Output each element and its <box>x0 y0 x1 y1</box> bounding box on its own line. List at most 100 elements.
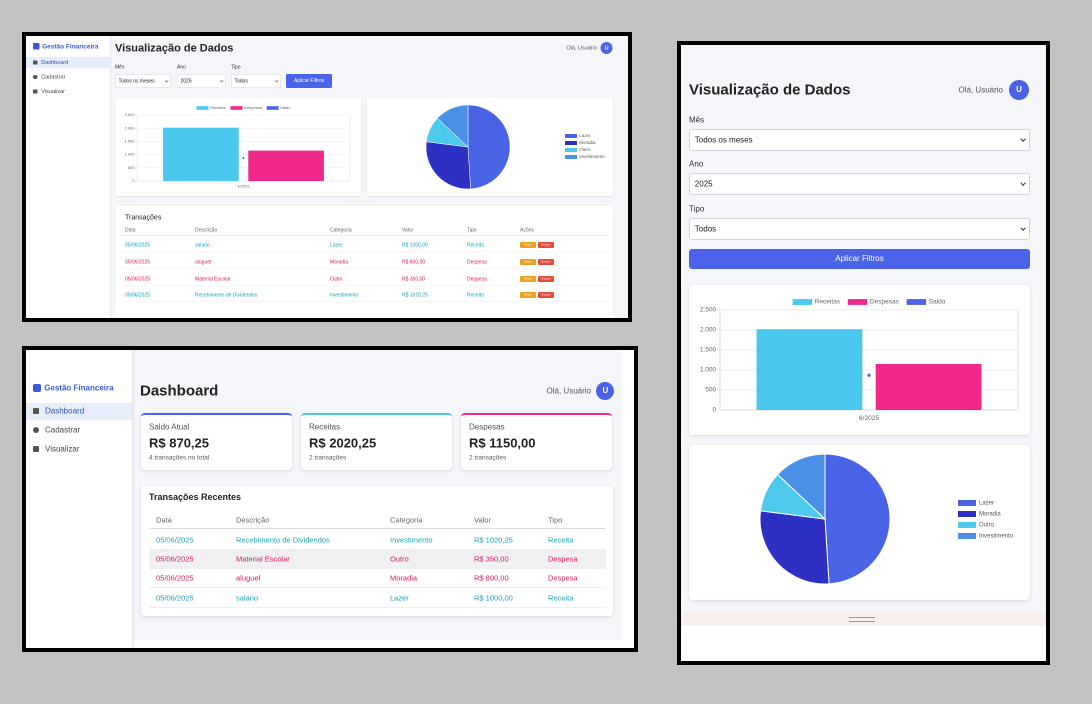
pie-slice <box>776 453 826 521</box>
apply-button[interactable]: Aplicar Filtros <box>689 249 1030 269</box>
avatar[interactable]: U <box>600 42 613 54</box>
nav-active-bg <box>26 402 132 420</box>
table-cell: 05/06/2025 <box>125 259 151 265</box>
y-tick-label: 2.500 <box>125 112 136 117</box>
select-arrow <box>274 78 279 83</box>
table-cell: 05/06/2025 <box>156 593 194 603</box>
card: Transações Data Descrição Categoria Valor Tip… <box>115 206 613 318</box>
table-cell: R$ 1020,25 <box>402 292 428 298</box>
pie-slice <box>759 510 830 585</box>
table-cell: Investimento <box>330 292 359 298</box>
table-cell: 05/06/2025 <box>125 292 151 298</box>
card: Lazer Moradia Outro Investimento <box>367 98 613 196</box>
column-header: Data <box>125 227 136 233</box>
table-cell: Despesa <box>548 554 578 564</box>
sidebar <box>26 350 133 648</box>
resize-handle <box>849 617 875 622</box>
sidebar <box>26 36 111 318</box>
filter-label: Tipo <box>689 204 705 214</box>
nav-item[interactable]: Visualizar <box>45 444 80 454</box>
card: 0 500 1.000 1.500 2.000 2.500 6/2025 Receitas De… <box>689 285 1030 435</box>
row-divider <box>148 607 606 609</box>
nav-item[interactable]: Cadastrar <box>45 425 81 435</box>
section-title: Transações <box>125 213 162 221</box>
card-note: 2 transações <box>309 454 347 462</box>
card: Despesas R$ 1150,00 2 transações <box>461 413 612 470</box>
action-button[interactable]: Excluir <box>538 292 554 298</box>
action-button[interactable]: Editar <box>520 276 536 282</box>
table-cell: R$ 1000,00 <box>474 593 513 603</box>
legend-label: Outro <box>979 523 995 529</box>
chart: 0 500 1.000 1.500 2.000 2.500 6/2025 Receitas De… <box>700 299 1019 422</box>
y-tick-label: 1.000 <box>125 152 136 157</box>
y-tick-label: 500 <box>128 165 135 170</box>
column-header: Ações <box>520 227 534 233</box>
bar <box>756 329 863 410</box>
nav-item[interactable]: Dashboard <box>45 406 85 416</box>
action-button[interactable]: Excluir <box>538 242 554 248</box>
table-cell: Lazer <box>330 242 343 248</box>
card: Lazer Moradia Outro Investimento <box>689 445 1030 600</box>
select[interactable]: Todos <box>231 74 281 88</box>
legend-swatch <box>958 533 976 539</box>
legend-label: Saldo <box>929 299 946 306</box>
legend-swatch <box>958 522 976 528</box>
greeting: Olá, Usuário <box>546 386 591 396</box>
y-tick-label: 2.000 <box>700 327 717 334</box>
card: Receitas R$ 2020,25 2 transações <box>301 413 452 470</box>
chart: Lazer Moradia Outro Investimento <box>759 453 1014 585</box>
legend-label: Moradia <box>979 512 1001 518</box>
nav-icon <box>33 426 40 434</box>
column-header: Descrição <box>195 227 218 233</box>
select[interactable]: Todos <box>689 218 1030 240</box>
legend-label: Moradia <box>579 140 596 145</box>
apply-button[interactable]: Aplicar Filtros <box>286 74 332 88</box>
action-button[interactable]: Editar <box>520 242 536 248</box>
table-cell: Despesa <box>467 259 487 265</box>
bar <box>163 127 239 181</box>
table-cell: aluguel <box>195 259 212 265</box>
table-cell: Recebimento de Dividendos <box>195 292 258 298</box>
action-button[interactable]: Editar <box>520 292 536 298</box>
y-tick-label: 0 <box>712 407 716 414</box>
table-cell: salario <box>195 242 210 248</box>
select-arrow <box>1019 225 1026 232</box>
nav-item[interactable]: Dashboard <box>41 59 69 66</box>
y-tick-label: 2.500 <box>700 307 717 314</box>
section-title: Transações Recentes <box>149 492 242 502</box>
select[interactable]: Todos os meses <box>115 74 171 88</box>
action-button[interactable]: Excluir <box>538 259 554 265</box>
legend-label: Lazer <box>579 133 591 138</box>
nav-item[interactable]: Visualizar <box>41 88 65 95</box>
nav-item[interactable]: Cadastrar <box>41 74 66 80</box>
avatar[interactable]: U <box>596 382 615 400</box>
screen: Visualização de Dados Olá, Usuário U Mês Tod… <box>681 45 1046 661</box>
app-name: Gestão Financeira <box>42 42 99 50</box>
select[interactable]: Todos os meses <box>689 129 1030 151</box>
table-cell: R$ 350,00 <box>402 276 426 282</box>
select-value: Todos <box>234 78 248 84</box>
header-divider <box>120 235 608 236</box>
page-title: Dashboard <box>140 382 219 400</box>
x-tick-label: 6/2025 <box>237 183 250 188</box>
avatar[interactable]: U <box>1009 80 1029 100</box>
column-header: Valor <box>402 227 414 233</box>
desktop-visualization-frame: Gestão Financeira Dashboard Cadastrar Visua… <box>22 32 632 322</box>
row-divider <box>148 587 606 589</box>
legend-label: Investimento <box>579 154 605 159</box>
action-button[interactable]: Excluir <box>538 276 554 282</box>
select-value: Todos os meses <box>694 135 753 145</box>
legend-label: Saldo <box>280 105 291 110</box>
table-cell: Lazer <box>390 593 409 603</box>
greeting: Olá, Usuário <box>566 45 597 51</box>
legend-swatch <box>266 106 279 110</box>
table-cell: 05/06/2025 <box>125 276 151 282</box>
select[interactable]: 2025 <box>689 173 1030 195</box>
x-tick-label: 6/2025 <box>859 415 879 422</box>
table-cell: 05/06/2025 <box>156 554 194 564</box>
header-divider <box>148 527 606 529</box>
action-button[interactable]: Editar <box>520 259 536 265</box>
row-divider <box>120 301 608 302</box>
legend-swatch <box>565 148 577 152</box>
select[interactable]: 2025 <box>177 74 226 88</box>
